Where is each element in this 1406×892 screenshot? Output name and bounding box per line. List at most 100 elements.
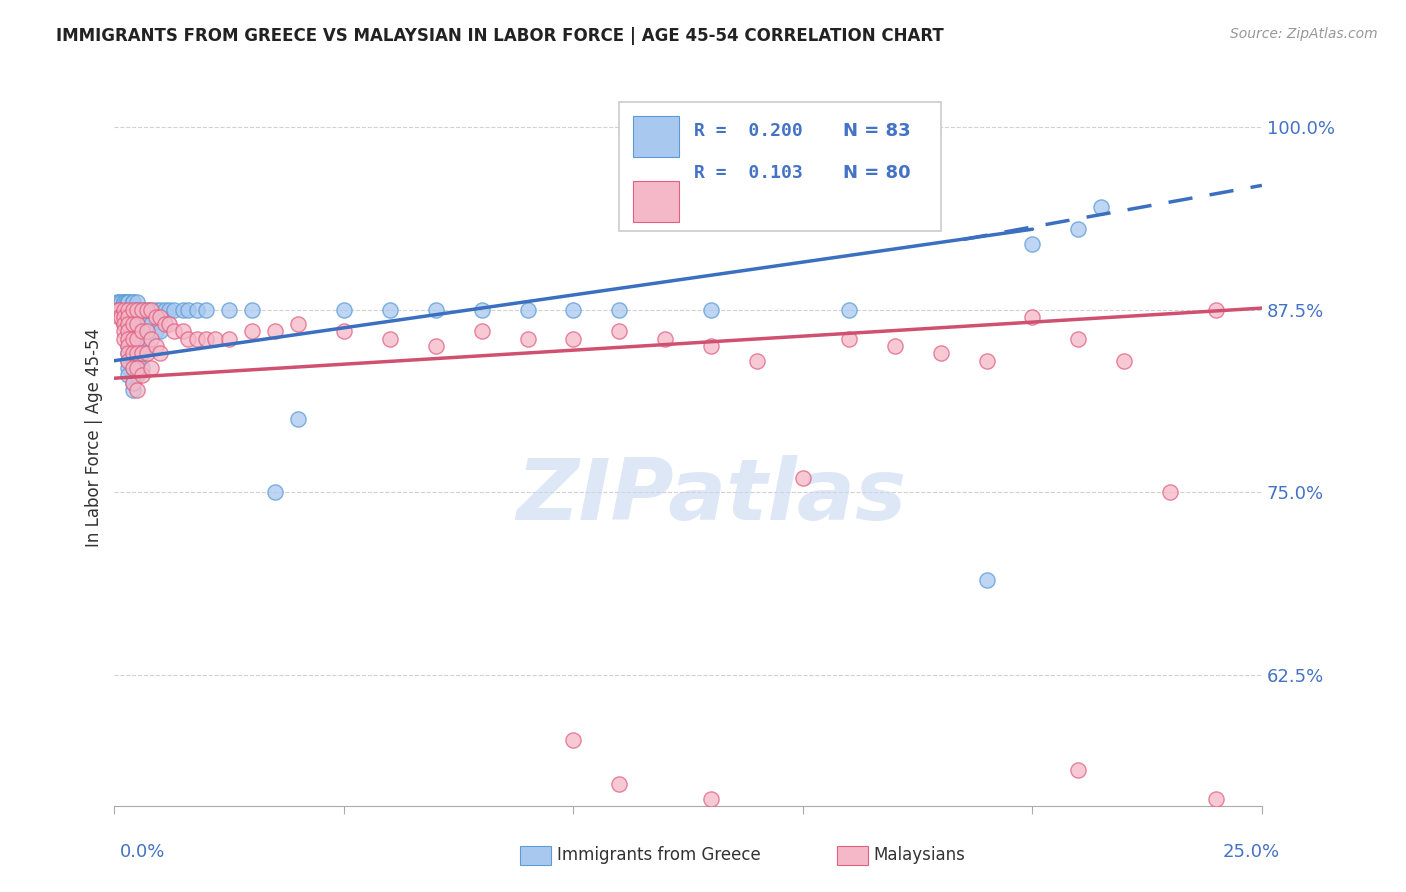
Point xyxy=(110,310,132,324)
Point xyxy=(127,361,149,376)
Text: R =  0.200: R = 0.200 xyxy=(695,122,803,140)
Point xyxy=(117,346,139,360)
Point xyxy=(117,295,139,310)
Point xyxy=(135,339,157,353)
Point xyxy=(121,383,143,397)
Point xyxy=(1067,763,1090,777)
Point xyxy=(149,302,172,317)
Point xyxy=(177,332,200,346)
Point xyxy=(135,346,157,360)
Point xyxy=(121,346,143,360)
Text: Source: ZipAtlas.com: Source: ZipAtlas.com xyxy=(1230,27,1378,41)
Point xyxy=(117,346,139,360)
Point xyxy=(108,295,131,310)
Point xyxy=(117,353,139,368)
Point xyxy=(172,302,194,317)
Point xyxy=(127,339,149,353)
Point xyxy=(139,302,162,317)
Point xyxy=(792,470,814,484)
Point xyxy=(127,317,149,331)
Point xyxy=(145,325,167,339)
FancyBboxPatch shape xyxy=(619,102,941,231)
Point xyxy=(976,573,998,587)
Point xyxy=(145,339,167,353)
Point xyxy=(131,361,153,376)
Point xyxy=(135,325,157,339)
Point xyxy=(240,325,263,339)
Point xyxy=(163,302,186,317)
Point xyxy=(149,325,172,339)
Text: 0.0%: 0.0% xyxy=(120,843,165,861)
Text: 25.0%: 25.0% xyxy=(1222,843,1279,861)
Point xyxy=(117,339,139,353)
Point xyxy=(127,332,149,346)
Point xyxy=(287,412,309,426)
Point xyxy=(149,310,172,324)
Point xyxy=(117,361,139,376)
Point xyxy=(112,310,135,324)
Point xyxy=(127,383,149,397)
Point xyxy=(127,353,149,368)
Point xyxy=(131,346,153,360)
Bar xyxy=(633,181,679,222)
Point xyxy=(607,302,630,317)
Point xyxy=(186,332,208,346)
Point xyxy=(117,339,139,353)
Point xyxy=(838,332,860,346)
Point xyxy=(1021,310,1043,324)
Point xyxy=(112,325,135,339)
Point xyxy=(159,302,181,317)
Text: N = 83: N = 83 xyxy=(844,122,911,140)
Point xyxy=(112,295,135,310)
Bar xyxy=(633,117,679,157)
Point xyxy=(117,317,139,331)
Point xyxy=(121,295,143,310)
Point xyxy=(117,368,139,383)
Point xyxy=(149,346,172,360)
Point xyxy=(163,325,186,339)
Point xyxy=(1114,353,1136,368)
Point xyxy=(117,295,139,310)
Point xyxy=(1205,792,1227,806)
Point xyxy=(121,317,143,331)
Point xyxy=(186,302,208,317)
Point xyxy=(218,302,240,317)
Point xyxy=(135,302,157,317)
Text: R =  0.103: R = 0.103 xyxy=(695,164,803,183)
Point xyxy=(131,302,153,317)
Point xyxy=(131,368,153,383)
Point xyxy=(127,302,149,317)
Point xyxy=(145,302,167,317)
Point xyxy=(976,353,998,368)
Point xyxy=(115,295,138,310)
Point xyxy=(117,310,139,324)
Point xyxy=(121,295,143,310)
Point xyxy=(127,368,149,383)
Point xyxy=(121,376,143,390)
Point xyxy=(121,361,143,376)
Point xyxy=(108,310,131,324)
Point xyxy=(562,733,585,747)
Point xyxy=(112,302,135,317)
Point xyxy=(105,295,128,310)
Point xyxy=(153,302,176,317)
Text: IMMIGRANTS FROM GREECE VS MALAYSIAN IN LABOR FORCE | AGE 45-54 CORRELATION CHART: IMMIGRANTS FROM GREECE VS MALAYSIAN IN L… xyxy=(56,27,943,45)
Point xyxy=(471,302,494,317)
Point xyxy=(1159,485,1181,500)
Point xyxy=(883,339,905,353)
Point xyxy=(135,317,157,331)
Point xyxy=(1021,236,1043,251)
Point xyxy=(117,332,139,346)
Point xyxy=(117,353,139,368)
Point xyxy=(112,295,135,310)
Point xyxy=(1090,200,1112,214)
Point xyxy=(516,332,538,346)
Point xyxy=(135,302,157,317)
Point xyxy=(127,346,149,360)
Point xyxy=(471,325,494,339)
Point xyxy=(378,332,401,346)
Point xyxy=(700,302,723,317)
Point xyxy=(425,302,447,317)
Point xyxy=(112,302,135,317)
Point xyxy=(121,346,143,360)
